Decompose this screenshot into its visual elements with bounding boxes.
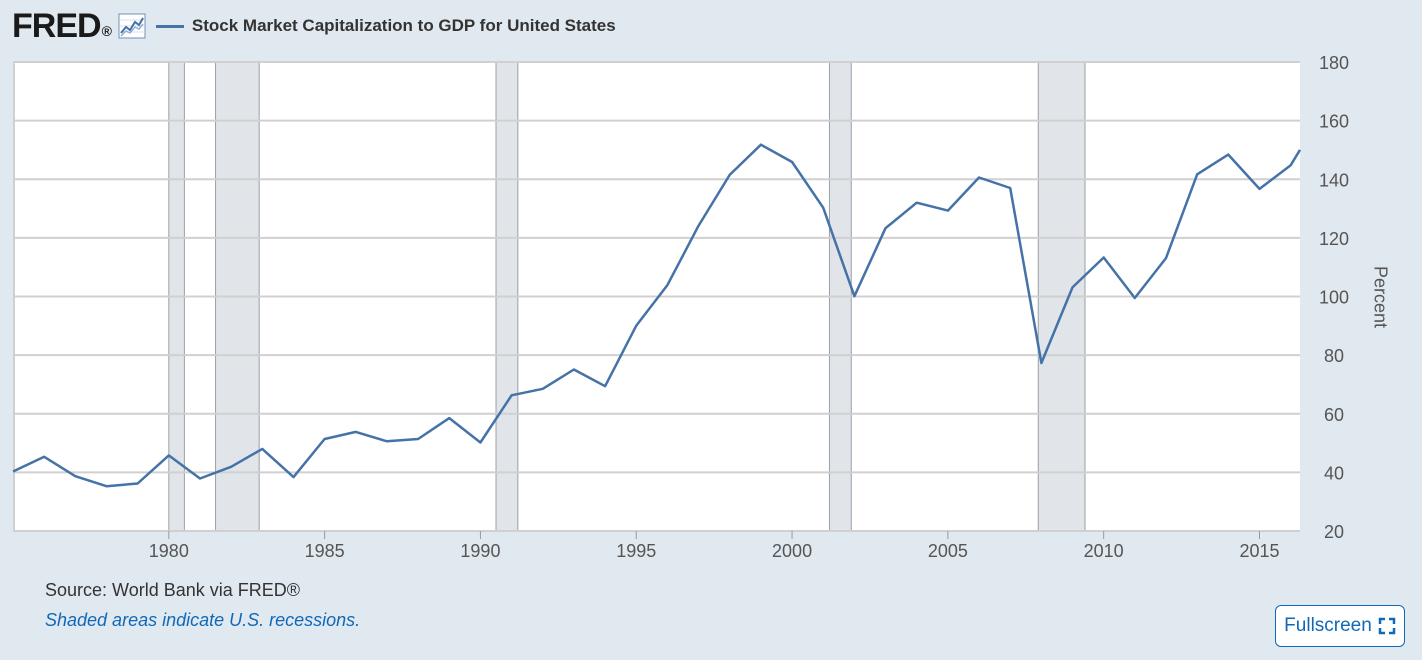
line-graph-icon — [118, 13, 146, 39]
series-line — [12, 143, 1302, 488]
y-tick-label: 160 — [1319, 112, 1349, 132]
y-tick-label: 100 — [1319, 288, 1349, 308]
chart-header: FRED ® Stock Market Capitalization to GD… — [12, 8, 616, 44]
legend-series-swatch — [155, 24, 184, 28]
x-tick-label: 2010 — [1084, 541, 1124, 561]
fullscreen-label: Fullscreen — [1284, 615, 1372, 636]
x-axis: 1980 1985 1990 1995 2000 2005 2010 2015 — [149, 531, 1280, 561]
x-tick-label: 2000 — [772, 541, 812, 561]
x-tick-label: 2015 — [1239, 541, 1279, 561]
chart-title[interactable]: Stock Market Capitalization to GDP for U… — [191, 16, 616, 35]
y-tick-label: 20 — [1324, 522, 1344, 542]
y-tick-label: 80 — [1324, 346, 1344, 366]
x-tick-label: 1985 — [305, 541, 345, 561]
x-tick-label: 1980 — [149, 541, 189, 561]
y-axis: 20 40 60 80 100 120 140 160 180 — [1319, 53, 1349, 542]
expand-icon — [1378, 617, 1396, 635]
fred-registered-mark: ® — [101, 23, 112, 39]
fred-logo[interactable]: FRED — [12, 7, 102, 45]
gridlines — [13, 61, 1300, 532]
series-layer — [12, 143, 1302, 488]
chart-plot: 1980 1985 1990 1995 2000 2005 2010 2015 20 40 60 8… — [12, 53, 1349, 561]
y-tick-label: 180 — [1319, 53, 1349, 73]
fullscreen-button[interactable]: Fullscreen — [1275, 605, 1405, 647]
y-tick-label: 120 — [1319, 229, 1349, 249]
x-tick-label: 1995 — [616, 541, 656, 561]
y-tick-label: 60 — [1324, 405, 1344, 425]
y-axis-label: Percent — [1370, 265, 1391, 329]
y-tick-label: 140 — [1319, 170, 1349, 190]
source-text: Source: World Bank via FRED® — [45, 580, 301, 600]
y-tick-label: 40 — [1324, 463, 1344, 483]
recession-note: Shaded areas indicate U.S. recessions. — [45, 610, 361, 630]
x-tick-label: 2005 — [928, 541, 968, 561]
x-tick-label: 1990 — [460, 541, 500, 561]
